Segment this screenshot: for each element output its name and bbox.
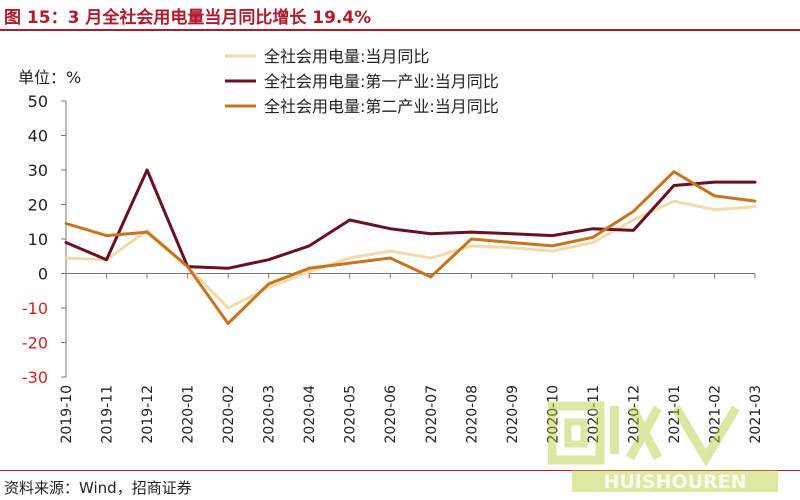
x-tick-label: 2020-09 (505, 385, 521, 444)
chart-axes: 50 40 30 20 10 0 -10 -20 -30 2019-10 2019-11 2019-1… (22, 92, 764, 444)
series-line-2 (64, 168, 757, 270)
x-tick-label: 2020-01 (181, 385, 197, 444)
line-chart: 50 40 30 20 10 0 -10 -20 -30 2019-10 2019-11 2019-1… (22, 47, 764, 444)
y-tick-label: -20 (22, 334, 48, 353)
x-tick-label: 2020-07 (424, 385, 440, 444)
chart-title: 图 15：3 月全社会用电量当月同比增长 19.4% (4, 8, 372, 28)
x-tick-label: 2020-02 (221, 385, 237, 444)
x-tick-label: 2020-08 (464, 385, 480, 444)
x-tick-label: 2020-06 (383, 385, 399, 444)
watermark-brand: HUISHOUREN (603, 471, 746, 493)
y-tick-label: 30 (28, 161, 48, 180)
y-tick-label: 40 (28, 127, 48, 146)
title-divider (0, 29, 800, 31)
unit-label: 单位：% (18, 68, 82, 87)
x-tick-label: 2020-11 (586, 385, 602, 444)
x-tick-label: 2019-12 (140, 385, 156, 444)
watermark-band (572, 470, 778, 492)
chart-legend: 全社会用电量:当月同比全社会用电量:第一产业:当月同比全社会用电量:第二产业:当… (225, 47, 499, 116)
recycle-glyph-icon (548, 401, 740, 467)
x-tick-label: 2020-03 (262, 385, 278, 444)
x-tick-label: 2019-11 (100, 385, 116, 444)
y-tick-label: 10 (28, 230, 48, 249)
x-tick-label: 2020-12 (626, 385, 642, 444)
x-tick-label: 2020-10 (545, 385, 561, 444)
y-tick-label: 0 (38, 265, 48, 284)
legend-label-1: 全社会用电量:当月同比 (264, 47, 429, 66)
x-tick-label: 2020-05 (343, 385, 359, 444)
x-tick-label: 2021-02 (707, 385, 723, 444)
x-tick-label: 2021-03 (748, 385, 764, 444)
x-tick-label: 2020-04 (302, 385, 318, 444)
series-line-3 (64, 170, 757, 325)
legend-label-2: 全社会用电量:第一产业:当月同比 (264, 72, 499, 91)
y-tick-label: 50 (28, 92, 48, 111)
series-layer (64, 168, 757, 325)
y-tick-label: -10 (22, 299, 48, 318)
legend-label-3: 全社会用电量:第二产业:当月同比 (264, 97, 499, 116)
x-tick-label: 2021-01 (667, 385, 683, 444)
footer-divider (0, 470, 800, 471)
watermark-logo: HUISHOUREN (548, 401, 778, 493)
x-tick-label: 2019-10 (59, 385, 75, 444)
y-tick-label: -30 (22, 368, 48, 387)
series-line-1 (64, 199, 757, 310)
y-tick-label: 20 (28, 196, 48, 215)
source-note: 资料来源：Wind，招商证券 (4, 479, 192, 497)
